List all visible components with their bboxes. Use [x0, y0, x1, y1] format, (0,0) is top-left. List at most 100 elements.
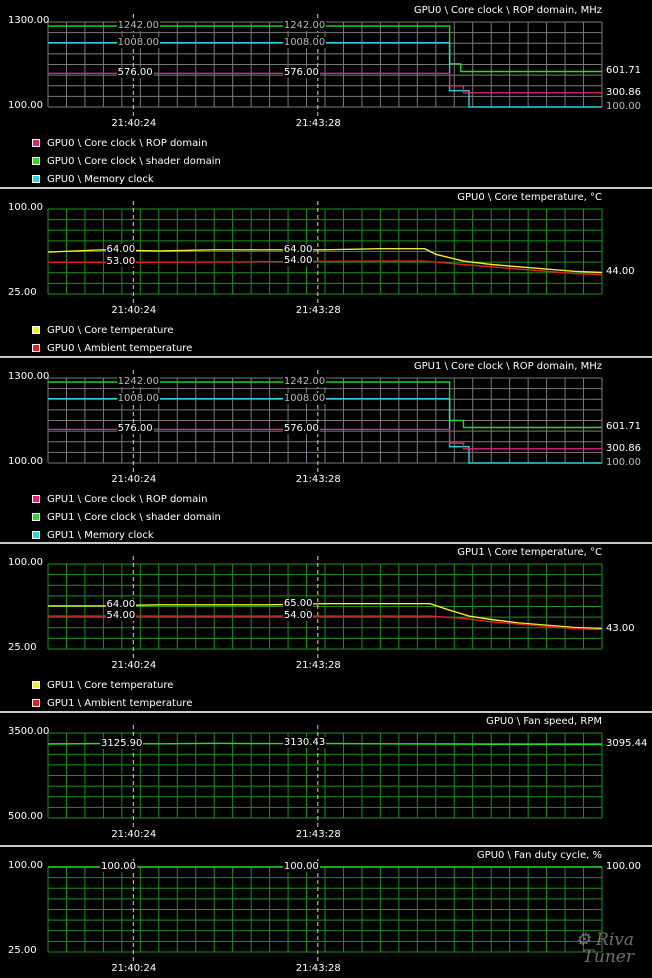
- legend-item[interactable]: GPU1 \ Core temperature: [32, 676, 192, 694]
- legend-swatch: [32, 344, 40, 352]
- y-axis-min-label: 100.00: [8, 100, 43, 111]
- legend-swatch: [32, 175, 40, 183]
- point-value-label: 100.00: [282, 861, 320, 872]
- panel-title: GPU1 \ Core temperature, °C: [457, 547, 602, 558]
- current-value-label: 601.71: [606, 421, 641, 433]
- y-axis-min-label: 500.00: [8, 811, 43, 822]
- time-tick-label: 21:40:24: [111, 829, 157, 840]
- legend-swatch: [32, 513, 40, 521]
- point-value-label: 100.00: [100, 861, 138, 872]
- time-tick-label: 21:40:24: [111, 474, 157, 485]
- panel-title: GPU0 \ Core temperature, °C: [457, 192, 602, 203]
- y-axis-min-label: 100.00: [8, 456, 43, 467]
- legend-label: GPU0 \ Core clock \ shader domain: [47, 155, 221, 167]
- point-value-label: 64.00: [105, 243, 137, 255]
- panel-separator: [0, 542, 652, 544]
- current-value-label: 44.00: [606, 266, 635, 278]
- graph-area[interactable]: [0, 0, 652, 187]
- point-value-label: 53.00: [105, 256, 137, 268]
- series-line: [48, 25, 602, 73]
- time-tick-label: 21:43:28: [295, 305, 341, 316]
- y-axis-max-label: 100.00: [8, 860, 43, 871]
- point-value-label: 54.00: [105, 610, 137, 622]
- legend-label: GPU1 \ Core clock \ ROP domain: [47, 493, 208, 505]
- point-value-label: 1008.00: [116, 36, 160, 48]
- panel-separator: [0, 356, 652, 358]
- current-value-label: 3095.44: [606, 738, 648, 750]
- panel-separator: [0, 187, 652, 189]
- current-value-label: 300.86: [606, 86, 641, 98]
- current-value-label: 300.86: [606, 442, 641, 454]
- panel-title: GPU0 \ Core clock \ ROP domain, MHz: [413, 5, 602, 16]
- y-axis-max-label: 100.00: [8, 202, 43, 213]
- y-axis-max-label: 1300.00: [8, 371, 50, 382]
- y-axis-max-label: 1300.00: [8, 15, 50, 26]
- legend-swatch: [32, 495, 40, 503]
- legend-label: GPU0 \ Core clock \ ROP domain: [47, 137, 208, 149]
- point-value-label: 1008.00: [116, 392, 160, 404]
- legend-item[interactable]: GPU0 \ Memory clock: [32, 170, 221, 188]
- monitor-panel: GPU1 \ Core clock \ ROP domain, MHz 1300.…: [0, 358, 652, 542]
- legend-label: GPU1 \ Core temperature: [47, 679, 174, 691]
- legend-swatch: [32, 531, 40, 539]
- point-value-label: 65.00: [282, 597, 314, 609]
- series-line: [48, 603, 603, 630]
- series-line: [48, 381, 602, 429]
- legend-label: GPU0 \ Core temperature: [47, 324, 174, 336]
- monitor-panel: GPU0 \ Fan speed, RPM 3500.00 500.00 3125.9…: [0, 713, 652, 845]
- graph-area[interactable]: [0, 544, 652, 711]
- legend-item[interactable]: GPU1 \ Core clock \ ROP domain: [32, 490, 221, 508]
- current-value-label: 100.00: [606, 861, 641, 872]
- panel-title: GPU1 \ Core clock \ ROP domain, MHz: [413, 361, 602, 372]
- point-value-label: 1242.00: [116, 376, 160, 388]
- series-line: [48, 260, 603, 276]
- legend-item[interactable]: GPU0 \ Ambient temperature: [32, 339, 192, 357]
- legend-label: GPU1 \ Memory clock: [47, 529, 154, 541]
- monitor-panel: GPU0 \ Core temperature, °C 100.00 25.00 64…: [0, 189, 652, 356]
- legend: GPU1 \ Core temperature GPU1 \ Ambient te…: [32, 676, 192, 712]
- legend-swatch: [32, 139, 40, 147]
- point-value-label: 576.00: [282, 423, 320, 435]
- series-line: [48, 42, 602, 108]
- y-axis-min-label: 25.00: [8, 287, 37, 298]
- legend-label: GPU0 \ Ambient temperature: [47, 342, 193, 354]
- y-axis-min-label: 25.00: [8, 642, 37, 653]
- legend-item[interactable]: GPU0 \ Core temperature: [32, 321, 192, 339]
- point-value-label: 1008.00: [282, 36, 327, 48]
- panel-separator: [0, 711, 652, 713]
- legend-item[interactable]: GPU1 \ Core clock \ shader domain: [32, 508, 221, 526]
- point-value-label: 1242.00: [116, 20, 160, 32]
- monitor-panel: GPU0 \ Core clock \ ROP domain, MHz 1300.…: [0, 0, 652, 187]
- legend: GPU1 \ Core clock \ ROP domain GPU1 \ Cor…: [32, 490, 221, 544]
- legend-swatch: [32, 699, 40, 707]
- current-value-label: 100.00: [606, 457, 641, 468]
- time-tick-label: 21:40:24: [111, 963, 157, 974]
- legend-item[interactable]: GPU0 \ Core clock \ shader domain: [32, 152, 221, 170]
- point-value-label: 3130.43: [282, 737, 327, 749]
- legend-swatch: [32, 681, 40, 689]
- time-tick-label: 21:40:24: [111, 118, 157, 129]
- graph-area[interactable]: [0, 713, 652, 845]
- panel-title: GPU0 \ Fan duty cycle, %: [476, 850, 602, 861]
- time-tick-label: 21:43:28: [295, 963, 341, 974]
- time-tick-label: 21:43:28: [295, 474, 341, 485]
- monitor-panel: GPU0 \ Fan duty cycle, % 100.00 25.00 100.0…: [0, 847, 652, 978]
- legend-item[interactable]: GPU1 \ Memory clock: [32, 526, 221, 544]
- point-value-label: 1242.00: [282, 376, 327, 388]
- series-line: [48, 398, 602, 464]
- time-tick-label: 21:43:28: [295, 660, 341, 671]
- y-axis-max-label: 100.00: [8, 557, 43, 568]
- point-value-label: 54.00: [282, 255, 314, 267]
- legend-swatch: [32, 157, 40, 165]
- legend-swatch: [32, 326, 40, 334]
- legend-item[interactable]: GPU0 \ Core clock \ ROP domain: [32, 134, 221, 152]
- monitor-panel: GPU1 \ Core temperature, °C 100.00 25.00 64…: [0, 544, 652, 711]
- legend: GPU0 \ Core clock \ ROP domain GPU0 \ Cor…: [32, 134, 221, 188]
- graph-area[interactable]: [0, 189, 652, 356]
- legend-label: GPU1 \ Ambient temperature: [47, 697, 193, 709]
- graph-area[interactable]: [0, 847, 652, 978]
- legend: GPU0 \ Core temperature GPU0 \ Ambient te…: [32, 321, 192, 357]
- legend-item[interactable]: GPU1 \ Ambient temperature: [32, 694, 192, 712]
- current-value-label: 601.71: [606, 65, 641, 77]
- point-value-label: 54.00: [282, 610, 314, 622]
